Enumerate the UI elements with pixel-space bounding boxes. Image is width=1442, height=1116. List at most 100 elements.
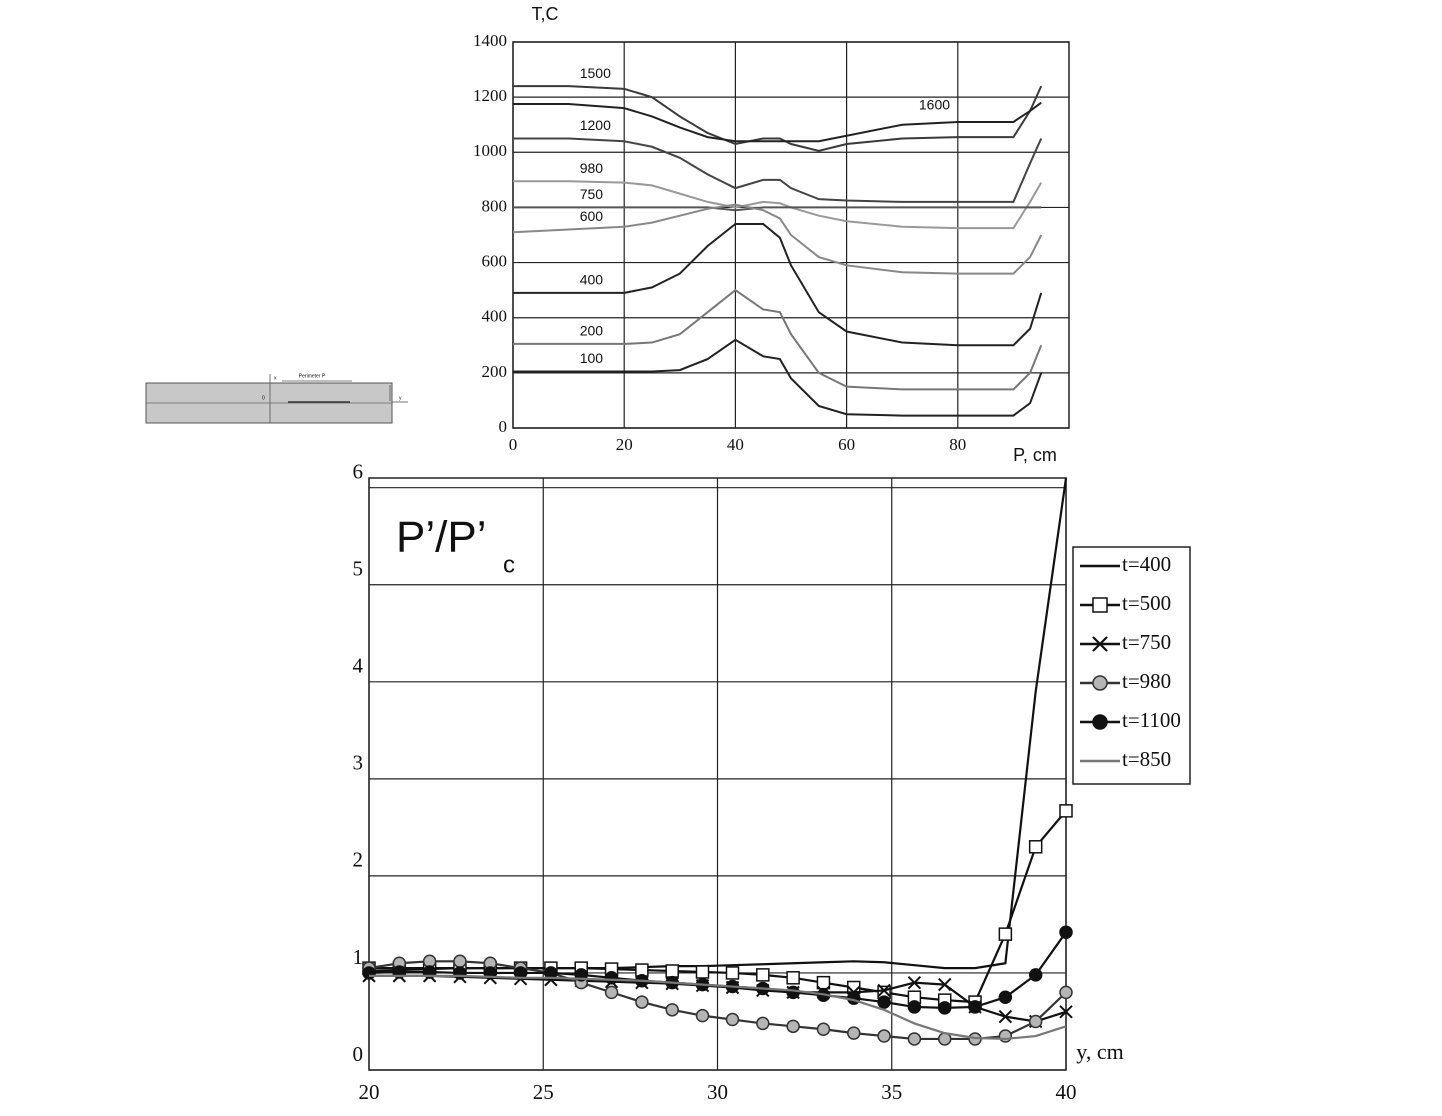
marker: [756, 1016, 770, 1031]
marker: [786, 1019, 800, 1034]
legend-marker: [1092, 636, 1108, 652]
series-label: 100: [580, 350, 604, 366]
marker: [453, 954, 467, 969]
legend-marker: [1092, 597, 1108, 613]
series-label: 1500: [580, 65, 611, 81]
y-tick-label: 400: [482, 307, 508, 326]
x-axis-label: y, cm: [1076, 1039, 1123, 1064]
y-tick-label: 3: [353, 751, 364, 775]
series-label: 200: [580, 323, 604, 339]
legend-label: t=400: [1122, 552, 1171, 576]
legend: t=400 t=500 t=750 t=980 t=1100 t=850: [1072, 546, 1191, 785]
marker: [877, 1029, 891, 1043]
chart-title-sub: c: [503, 551, 515, 578]
diagram: Perimeter P 0 y x: [145, 373, 408, 424]
legend-marker: [1092, 675, 1108, 691]
x-tick-label: 20: [616, 435, 633, 454]
marker: [907, 1032, 922, 1046]
chart: 20 25 30 35 40 0 1 2 3 4 5 6 y, cm P’/P’ c t=400 t=500 t=…: [353, 460, 1191, 1104]
marker: [877, 983, 891, 998]
diagram-label: y: [399, 395, 402, 401]
marker: [877, 995, 891, 1009]
y-tick-label: 1200: [473, 86, 507, 105]
series-line: [513, 137, 1043, 203]
marker: [998, 1009, 1013, 1024]
x-tick-label: 0: [509, 435, 518, 454]
series-line: [513, 101, 1042, 143]
y-tick-label: 200: [482, 362, 508, 381]
marker: [453, 966, 467, 980]
legend-label: t=500: [1122, 591, 1171, 615]
y-tick-label: 6: [353, 460, 364, 484]
x-tick-label: 25: [533, 1080, 554, 1104]
legend-label: t=980: [1122, 669, 1171, 693]
marker: [847, 1026, 861, 1040]
marker: [362, 966, 376, 980]
x-tick-label: 60: [838, 435, 855, 454]
series-line: [513, 85, 1043, 152]
series-line: [513, 288, 1043, 391]
diagram-label: x: [274, 375, 277, 381]
marker: [998, 927, 1013, 941]
marker: [604, 985, 619, 1000]
y-tick-label: 4: [353, 654, 364, 678]
x-tick-label: 20: [359, 1080, 380, 1104]
y-tick-label: 0: [499, 417, 508, 436]
marker: [756, 968, 770, 982]
series-label: 980: [580, 160, 604, 176]
marker: [725, 966, 740, 980]
marker: [695, 1008, 710, 1023]
y-axis-label: T,C: [532, 4, 559, 24]
series-label: 600: [580, 208, 604, 224]
diagram-label: 0: [262, 395, 265, 401]
marker: [1059, 804, 1073, 818]
series-line: [512, 203, 1043, 275]
y-tick-label: 1: [353, 945, 364, 969]
x-tick-label: 80: [949, 435, 966, 454]
marker: [725, 1012, 740, 1027]
marker: [907, 975, 922, 990]
marker: [786, 971, 800, 985]
legend-box: [1072, 546, 1191, 785]
chart-title: P’/P’: [396, 513, 486, 562]
x-axis-label: P, cm: [1013, 445, 1057, 465]
marker: [1059, 985, 1073, 1000]
marker: [1028, 840, 1043, 854]
marker: [968, 1000, 982, 1014]
y-tick-label: 800: [482, 196, 508, 215]
marker: [544, 966, 558, 980]
series-line: [513, 180, 1043, 230]
marker: [937, 1001, 952, 1015]
marker: [907, 1000, 922, 1014]
y-tick-label: 5: [353, 557, 364, 581]
series-line: [513, 222, 1043, 347]
series-label: 750: [580, 186, 604, 202]
y-tick-label: 0: [353, 1042, 364, 1066]
marker: [665, 1003, 679, 1017]
marker: [938, 977, 952, 992]
marker: [513, 966, 528, 980]
series-label: 1600: [919, 97, 950, 113]
series-line: [369, 974, 1067, 1041]
series-label: 400: [580, 272, 604, 288]
marker: [695, 965, 710, 979]
y-tick-label: 2: [353, 848, 364, 872]
marker: [1028, 968, 1043, 982]
marker: [665, 964, 679, 978]
series-label: 1200: [580, 117, 611, 133]
marker: [635, 995, 649, 1009]
y-tick-label: 600: [482, 251, 508, 270]
y-tick-label: 1000: [473, 141, 507, 160]
series-line: [513, 206, 1042, 212]
x-tick-label: 30: [707, 1080, 728, 1104]
legend-label: t=1100: [1122, 708, 1181, 732]
legend-label: t=750: [1122, 630, 1171, 654]
chart: 0 20 40 60 800200400600800100012001400T,CP, …: [473, 4, 1070, 465]
x-tick-label: 40: [1056, 1080, 1077, 1104]
marker: [786, 985, 800, 1000]
marker: [1059, 1005, 1073, 1019]
marker: [816, 1022, 831, 1036]
y-tick-label: 1400: [473, 31, 507, 50]
x-tick-label: 35: [881, 1080, 902, 1104]
diagram-label: Perimeter P: [299, 373, 326, 379]
